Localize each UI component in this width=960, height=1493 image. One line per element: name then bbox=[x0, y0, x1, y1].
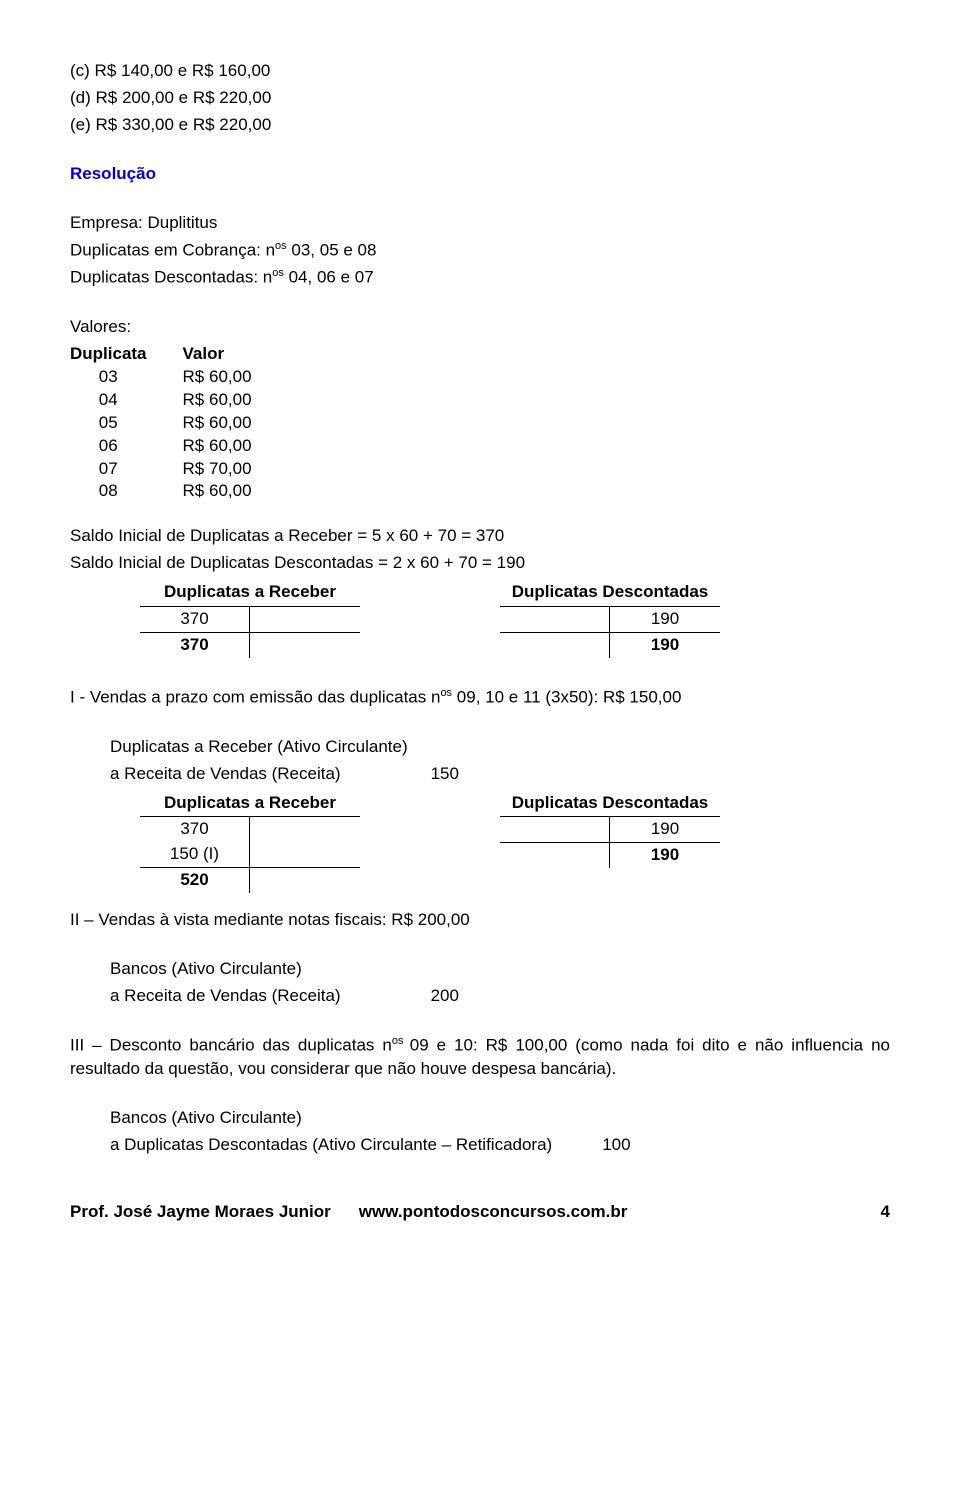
entry3-val: 100 bbox=[602, 1134, 630, 1157]
t-accounts-2: Duplicatas a Receber 370 150 (I) 520 . .… bbox=[140, 792, 890, 894]
t-cell: 190 bbox=[610, 816, 720, 842]
t-cell: . bbox=[500, 816, 610, 842]
empresa-line: Empresa: Duplititus bbox=[70, 212, 890, 235]
entry-2: Bancos (Ativo Circulante) a Receita de V… bbox=[110, 958, 890, 1008]
valor-num: 05 bbox=[70, 412, 183, 435]
t-cell: 150 (I) bbox=[140, 842, 250, 867]
t-total: . bbox=[250, 632, 360, 658]
t-total: . bbox=[500, 842, 610, 868]
valor-num: 08 bbox=[70, 480, 183, 503]
entry1-line1: Duplicatas a Receber (Ativo Circulante) bbox=[110, 736, 890, 759]
i-post: 09, 10 e 11 (3x50): R$ 150,00 bbox=[452, 688, 681, 707]
t-account-receber: Duplicatas a Receber 370 370 . . bbox=[140, 581, 360, 658]
saldo-descontadas: Saldo Inicial de Duplicatas Descontadas … bbox=[70, 552, 890, 575]
entry3-line1: Bancos (Ativo Circulante) bbox=[110, 1107, 890, 1130]
valores-header-a: Duplicata bbox=[70, 343, 183, 366]
entry1-text: a Receita de Vendas (Receita) bbox=[110, 763, 341, 786]
entry2-text: a Receita de Vendas (Receita) bbox=[110, 985, 341, 1008]
resolucao-heading: Resolução bbox=[70, 163, 890, 186]
cobranca-sup: os bbox=[275, 240, 287, 252]
entry-1: Duplicatas a Receber (Ativo Circulante) … bbox=[110, 736, 890, 786]
cobranca-pre: Duplicatas em Cobrança: n bbox=[70, 240, 275, 259]
entry3-text: a Duplicatas Descontadas (Ativo Circulan… bbox=[110, 1134, 552, 1157]
entry1-line2: a Receita de Vendas (Receita) 150 bbox=[110, 763, 890, 786]
t-title-b: Duplicatas Descontadas bbox=[500, 792, 720, 815]
option-e: (e) R$ 330,00 e R$ 220,00 bbox=[70, 114, 890, 137]
table-row: 08 R$ 60,00 bbox=[70, 480, 252, 503]
valor-val: R$ 60,00 bbox=[183, 480, 252, 503]
t-total: 190 bbox=[610, 632, 720, 658]
valor-num: 03 bbox=[70, 366, 183, 389]
descontadas-line: Duplicatas Descontadas: nos 04, 06 e 07 bbox=[70, 266, 890, 290]
valor-val: R$ 70,00 bbox=[183, 458, 252, 481]
descontadas-pre: Duplicatas Descontadas: n bbox=[70, 268, 272, 287]
valor-num: 06 bbox=[70, 435, 183, 458]
valor-val: R$ 60,00 bbox=[183, 389, 252, 412]
descontadas-post: 04, 06 e 07 bbox=[284, 268, 374, 287]
t-title-a: Duplicatas a Receber bbox=[140, 792, 360, 815]
page-footer: Prof. José Jayme Moraes Junior www.ponto… bbox=[70, 1201, 890, 1224]
entry2-line2: a Receita de Vendas (Receita) 200 bbox=[110, 985, 890, 1008]
entry2-line1: Bancos (Ativo Circulante) bbox=[110, 958, 890, 981]
t-cell: 370 bbox=[140, 606, 250, 632]
footer-author: Prof. José Jayme Moraes Junior bbox=[70, 1201, 331, 1224]
valor-val: R$ 60,00 bbox=[183, 412, 252, 435]
valores-header-b: Valor bbox=[183, 343, 252, 366]
descontadas-sup: os bbox=[272, 267, 284, 279]
entry3-line2: a Duplicatas Descontadas (Ativo Circulan… bbox=[110, 1134, 890, 1157]
iii-pre: III – Desconto bancário das duplicatas n bbox=[70, 1036, 392, 1055]
t-cell: . bbox=[500, 606, 610, 632]
valor-val: R$ 60,00 bbox=[183, 366, 252, 389]
cobranca-post: 03, 05 e 08 bbox=[287, 240, 377, 259]
item-ii: II – Vendas à vista mediante notas fisca… bbox=[70, 909, 890, 932]
item-iii: III – Desconto bancário das duplicatas n… bbox=[70, 1034, 890, 1081]
t-title-a: Duplicatas a Receber bbox=[140, 581, 360, 604]
entry1-val: 150 bbox=[431, 763, 459, 786]
valores-table: Duplicata Valor 03 R$ 60,00 04 R$ 60,00 … bbox=[70, 343, 252, 504]
footer-url: www.pontodosconcursos.com.br bbox=[359, 1201, 881, 1224]
item-i: I - Vendas a prazo com emissão das dupli… bbox=[70, 686, 890, 710]
t-total: 190 bbox=[610, 842, 720, 868]
t-account-descontadas: Duplicatas Descontadas . . 190 190 bbox=[500, 581, 720, 658]
t-account-descontadas: Duplicatas Descontadas . . 190 190 bbox=[500, 792, 720, 894]
table-row: 05 R$ 60,00 bbox=[70, 412, 252, 435]
iii-sup: os bbox=[392, 1035, 410, 1047]
table-row: 04 R$ 60,00 bbox=[70, 389, 252, 412]
entry2-val: 200 bbox=[431, 985, 459, 1008]
option-d: (d) R$ 200,00 e R$ 220,00 bbox=[70, 87, 890, 110]
cobranca-line: Duplicatas em Cobrança: nos 03, 05 e 08 bbox=[70, 239, 890, 263]
t-cell: . bbox=[250, 606, 360, 632]
t-cell: 190 bbox=[610, 606, 720, 632]
t-total: 370 bbox=[140, 632, 250, 658]
t-total: . bbox=[500, 632, 610, 658]
t-cell: . bbox=[250, 842, 360, 867]
t-accounts-1: Duplicatas a Receber 370 370 . . Duplica… bbox=[140, 581, 890, 658]
t-title-b: Duplicatas Descontadas bbox=[500, 581, 720, 604]
table-row: 06 R$ 60,00 bbox=[70, 435, 252, 458]
footer-page-number: 4 bbox=[881, 1201, 890, 1224]
table-row: 03 R$ 60,00 bbox=[70, 366, 252, 389]
t-cell: . bbox=[250, 816, 360, 842]
valor-num: 04 bbox=[70, 389, 183, 412]
t-total: 520 bbox=[140, 867, 250, 893]
valores-label: Valores: bbox=[70, 316, 890, 339]
table-row: 07 R$ 70,00 bbox=[70, 458, 252, 481]
t-account-receber: Duplicatas a Receber 370 150 (I) 520 . .… bbox=[140, 792, 360, 894]
entry-3: Bancos (Ativo Circulante) a Duplicatas D… bbox=[110, 1107, 890, 1157]
t-total: . bbox=[250, 867, 360, 893]
saldo-receber: Saldo Inicial de Duplicatas a Receber = … bbox=[70, 525, 890, 548]
option-c: (c) R$ 140,00 e R$ 160,00 bbox=[70, 60, 890, 83]
t-cell: 370 bbox=[140, 816, 250, 842]
i-sup: os bbox=[440, 687, 452, 699]
valor-val: R$ 60,00 bbox=[183, 435, 252, 458]
valor-num: 07 bbox=[70, 458, 183, 481]
i-pre: I - Vendas a prazo com emissão das dupli… bbox=[70, 688, 440, 707]
